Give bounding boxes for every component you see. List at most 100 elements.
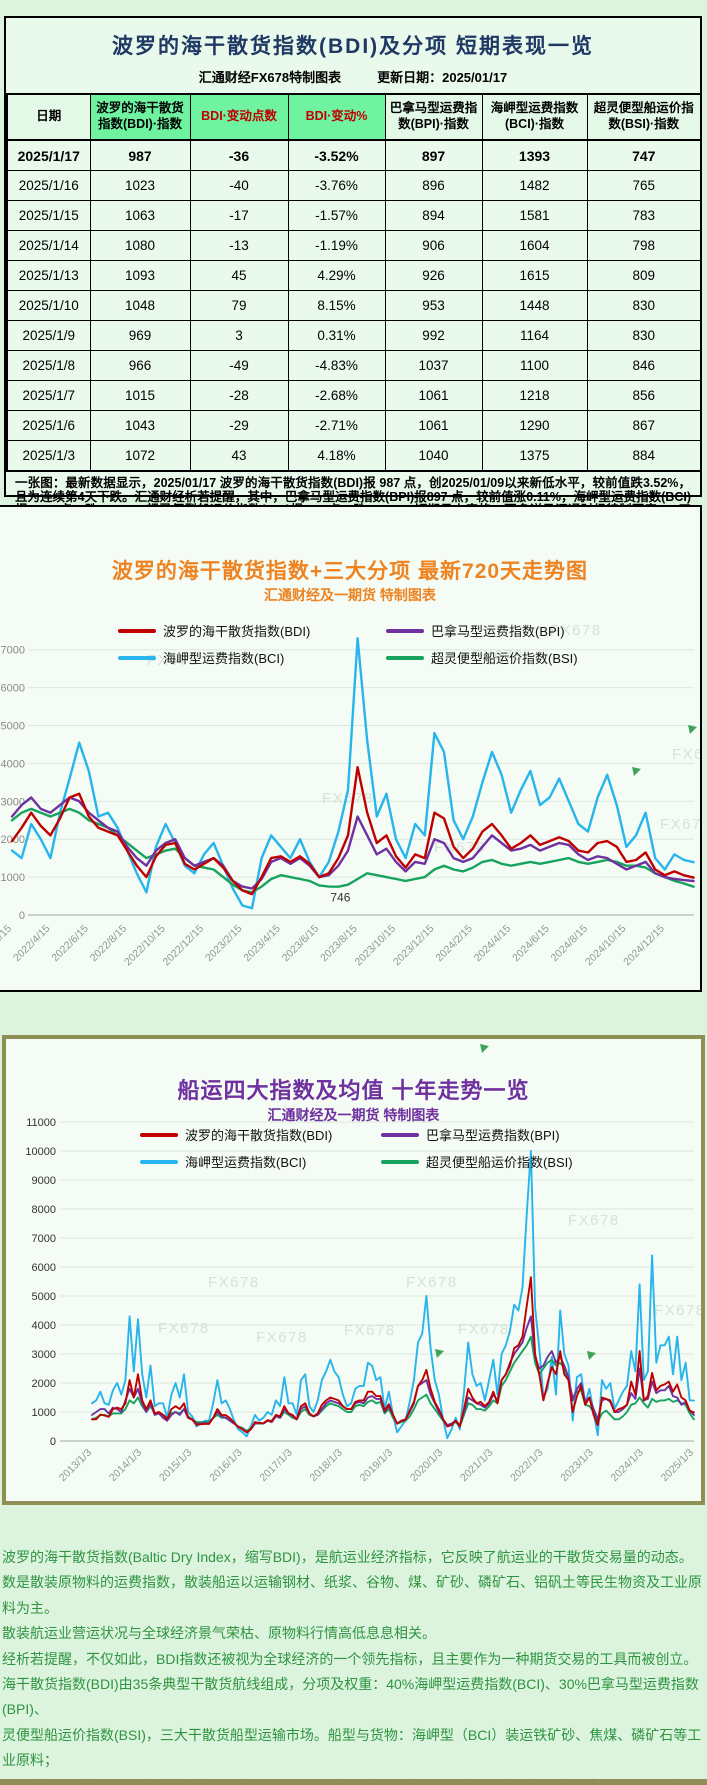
table-cell: 2025/1/7 bbox=[6, 380, 91, 411]
x-axis-label: 2023/1/3 bbox=[558, 1447, 595, 1484]
table-cell: 2025/1/15 bbox=[6, 200, 91, 231]
legend-item: 超灵便型船运价指数(BSI) bbox=[386, 648, 654, 667]
chart-720d-panel: 0 1000 2000 3000 4000 5000 6000 7000 2022/2/15 20… bbox=[0, 505, 702, 992]
table-header-cell: BDI·变动% bbox=[287, 93, 386, 141]
fx678-watermark: FX678 bbox=[406, 1274, 458, 1291]
footer-line: 经析若提醒，不仅如此，BDI指数还被视为全球经济的一个领先指标，且主要作为一种期… bbox=[2, 1650, 698, 1667]
y-axis-label: 5000 bbox=[1, 721, 25, 733]
x-axis-label: 2020/1/3 bbox=[408, 1447, 445, 1484]
table-cell: 1080 bbox=[89, 230, 191, 261]
table-cell: 953 bbox=[384, 290, 483, 321]
table-row: 2025/1/13 1093 45 4.29% 926 1615 809 bbox=[6, 260, 702, 291]
x-axis-label: 2024/2/15 bbox=[433, 923, 475, 965]
table-cell: 1100 bbox=[481, 350, 588, 381]
y-axis-label: 1000 bbox=[1, 872, 25, 884]
table-cell: -13 bbox=[189, 230, 289, 261]
y-axis-label: 7000 bbox=[32, 1233, 56, 1245]
data-label: 746 bbox=[330, 891, 350, 905]
fx678-watermark: FX678 bbox=[472, 647, 524, 664]
legend-label: 波罗的海干散货指数(BDI) bbox=[163, 624, 311, 639]
legend-item: 波罗的海干散货指数(BDI) bbox=[140, 1125, 381, 1144]
x-axis-label: 2013/1/3 bbox=[57, 1447, 94, 1484]
x-axis-label: 2025/1/3 bbox=[659, 1447, 696, 1484]
table-cell: 1061 bbox=[384, 410, 483, 441]
table-cell: 798 bbox=[586, 230, 702, 261]
y-axis-label: 6000 bbox=[1, 683, 25, 695]
y-axis-label: 5000 bbox=[32, 1291, 56, 1303]
legend-swatch bbox=[381, 1132, 419, 1137]
table-cell: 906 bbox=[384, 230, 483, 261]
table-cell: 856 bbox=[586, 380, 702, 411]
table-cell: -2.71% bbox=[287, 410, 386, 441]
table-cell: 2025/1/14 bbox=[6, 230, 91, 261]
table-cell: 1093 bbox=[89, 260, 191, 291]
table-cell: 1015 bbox=[89, 380, 191, 411]
table-cell: 4.18% bbox=[287, 440, 386, 472]
table-cell: 747 bbox=[586, 139, 702, 171]
x-axis-label: 2022/6/15 bbox=[49, 923, 91, 965]
cursor-arrow-icon bbox=[587, 1351, 596, 1360]
x-axis-label: 2021/1/3 bbox=[458, 1447, 495, 1484]
table-cell: -49 bbox=[189, 350, 289, 381]
table-cell: 896 bbox=[384, 170, 483, 201]
table-header-row: 日期 波罗的海干散货指数(BDI)·指数 BDI·变动点数 BDI·变动% 巴拿马型运费… bbox=[6, 93, 702, 141]
table-cell: 2025/1/16 bbox=[6, 170, 91, 201]
chart-720d-plot: 010002000300040005000600070002022/2/1520… bbox=[0, 622, 700, 969]
table-cell: 45 bbox=[189, 260, 289, 291]
legend-swatch bbox=[386, 655, 424, 660]
legend-label: 巴拿马型运费指数(BPI) bbox=[431, 624, 565, 639]
table-cell: 1604 bbox=[481, 230, 588, 261]
chart-10y-legend: 波罗的海干散货指数(BDI) 巴拿马型运费指数(BPI) 海岬型运费指数(BCI) 超… bbox=[140, 1125, 622, 1171]
table-cell: 783 bbox=[586, 200, 702, 231]
table-cell: 1023 bbox=[89, 170, 191, 201]
table-row: 2025/1/3 1072 43 4.18% 1040 1375 884 bbox=[6, 440, 702, 472]
y-axis-label: 11000 bbox=[26, 1117, 56, 1129]
table-row: 2025/1/16 1023 -40 -3.76% 896 1482 765 bbox=[6, 170, 702, 201]
table-cell: 867 bbox=[586, 410, 702, 441]
table-body: 2025/1/17 987 -36 -3.52% 897 1393 747 2025/1/16… bbox=[6, 139, 702, 472]
x-axis-label: 2023/6/15 bbox=[280, 923, 322, 965]
table-cell: 2025/1/10 bbox=[6, 290, 91, 321]
table-cell: 2025/1/13 bbox=[6, 260, 91, 291]
y-axis-label: 9000 bbox=[32, 1175, 56, 1187]
x-axis-label: 2023/2/15 bbox=[203, 923, 245, 965]
legend-swatch bbox=[140, 1159, 178, 1164]
y-axis-label: 3000 bbox=[1, 796, 25, 808]
table-cell: 809 bbox=[586, 260, 702, 291]
table-cell: -3.76% bbox=[287, 170, 386, 201]
chart-10y-plot: 0 1000 2000 3000 4000 5000 6000 7000 8000 9000 100… bbox=[25, 1044, 701, 1484]
table-header-cell: 波罗的海干散货指数(BDI)·指数 bbox=[89, 93, 191, 141]
table-cell: 43 bbox=[189, 440, 289, 472]
legend-item: 巴拿马型运费指数(BPI) bbox=[386, 621, 654, 640]
legend-swatch bbox=[386, 628, 424, 633]
legend-label: 巴拿马型运费指数(BPI) bbox=[426, 1128, 560, 1143]
table-row: 2025/1/8 966 -49 -4.83% 1037 1100 846 bbox=[6, 350, 702, 381]
table-cell: 8.15% bbox=[287, 290, 386, 321]
table-cell: -29 bbox=[189, 410, 289, 441]
series-line bbox=[10, 637, 695, 910]
y-axis-label: 3000 bbox=[32, 1349, 56, 1361]
table-cell: -28 bbox=[189, 380, 289, 411]
clipped-next-panel-bar bbox=[0, 1779, 707, 1785]
fx678-watermark: FX678 bbox=[672, 746, 700, 763]
table-cell: -1.19% bbox=[287, 230, 386, 261]
table-cell: 3 bbox=[189, 320, 289, 351]
page-title: 波罗的海干散货指数(BDI)及分项 短期表现一览 bbox=[112, 35, 594, 58]
x-axis-label: 2019/1/3 bbox=[358, 1447, 395, 1484]
table-cell: 1375 bbox=[481, 440, 588, 472]
table-cell: 2025/1/17 bbox=[6, 139, 91, 171]
table-cell: -4.83% bbox=[287, 350, 386, 381]
table-cell: 4.29% bbox=[287, 260, 386, 291]
legend-item: 波罗的海干散货指数(BDI) bbox=[118, 621, 386, 640]
table-row: 2025/1/6 1043 -29 -2.71% 1061 1290 867 bbox=[6, 410, 702, 441]
table-cell: 2025/1/3 bbox=[6, 440, 91, 472]
chart-720d-subtitle: 汇通财经及一期货 特制图表 bbox=[264, 587, 436, 603]
x-axis-label: 2024/12/15 bbox=[621, 923, 667, 969]
table-cell: 969 bbox=[89, 320, 191, 351]
table-header-cell: 日期 bbox=[6, 93, 91, 141]
table-header-cell: BDI·变动点数 bbox=[189, 93, 289, 141]
table-cell: 884 bbox=[586, 440, 702, 472]
legend-item: 巴拿马型运费指数(BPI) bbox=[381, 1125, 622, 1144]
cursor-arrow-icon bbox=[632, 767, 641, 776]
table-cell: 830 bbox=[586, 320, 702, 351]
